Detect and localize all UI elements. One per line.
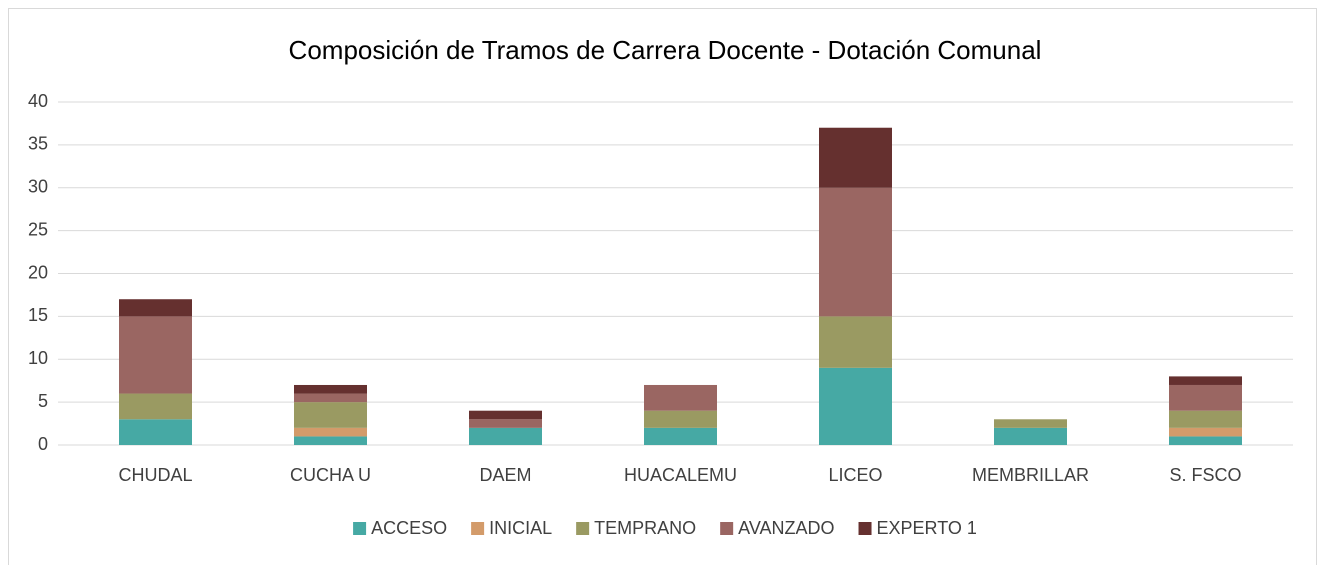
- bar-segment: [644, 384, 717, 411]
- bar-segment: [469, 410, 542, 420]
- bar-segment: [294, 436, 367, 445]
- legend-swatch: [720, 522, 734, 535]
- bar-segment: [994, 419, 1067, 428]
- legend-label: TEMPRANO: [594, 518, 696, 538]
- x-tick-label: CUCHA U: [290, 465, 371, 485]
- bar-segment: [294, 402, 367, 428]
- bar-segment: [644, 427, 717, 445]
- legend-swatch: [858, 522, 872, 535]
- x-tick-label: LICEO: [828, 465, 882, 485]
- y-tick-label: 30: [28, 177, 48, 197]
- y-tick-label: 5: [38, 391, 48, 411]
- bar-segment: [1169, 410, 1242, 428]
- bar-segment: [294, 393, 367, 403]
- bar-segment: [119, 299, 192, 317]
- bar-segment: [994, 427, 1067, 445]
- bar-segment: [1169, 384, 1242, 411]
- chart-title: Composición de Tramos de Carrera Docente…: [289, 35, 1042, 65]
- x-tick-label: MEMBRILLAR: [972, 465, 1089, 485]
- bar-segment: [1169, 436, 1242, 445]
- y-tick-label: 15: [28, 305, 48, 325]
- bar-segment: [119, 419, 192, 445]
- bar-segment: [469, 419, 542, 428]
- bar-segment: [819, 127, 892, 188]
- y-tick-label: 35: [28, 134, 48, 154]
- bar-segment: [1169, 427, 1242, 437]
- y-tick-label: 40: [28, 91, 48, 111]
- legend-label: INICIAL: [489, 518, 552, 538]
- legend-label: ACCESO: [371, 518, 447, 538]
- legend-label: EXPERTO 1: [877, 518, 977, 538]
- x-tick-label: S. FSCO: [1169, 465, 1241, 485]
- legend-swatch: [471, 522, 485, 535]
- y-tick-label: 20: [28, 262, 48, 282]
- bar-segment: [294, 427, 367, 437]
- bar-segment: [1169, 376, 1242, 385]
- bar-segment: [819, 187, 892, 317]
- bar-segment: [469, 427, 542, 445]
- bar-segment: [294, 384, 367, 394]
- legend-label: AVANZADO: [738, 518, 834, 538]
- bar-segment: [119, 316, 192, 394]
- x-tick-label: CHUDAL: [118, 465, 192, 485]
- bar-segment: [644, 410, 717, 428]
- chart-border: [8, 8, 1317, 565]
- bar-segment: [119, 393, 192, 420]
- y-tick-label: 10: [28, 348, 48, 368]
- x-tick-label: DAEM: [479, 465, 531, 485]
- y-tick-label: 25: [28, 219, 48, 239]
- legend-swatch: [353, 522, 367, 535]
- legend-swatch: [576, 522, 590, 535]
- y-tick-label: 0: [38, 434, 48, 454]
- bar-segment: [819, 367, 892, 445]
- bar-segment: [819, 316, 892, 368]
- x-tick-label: HUACALEMU: [624, 465, 737, 485]
